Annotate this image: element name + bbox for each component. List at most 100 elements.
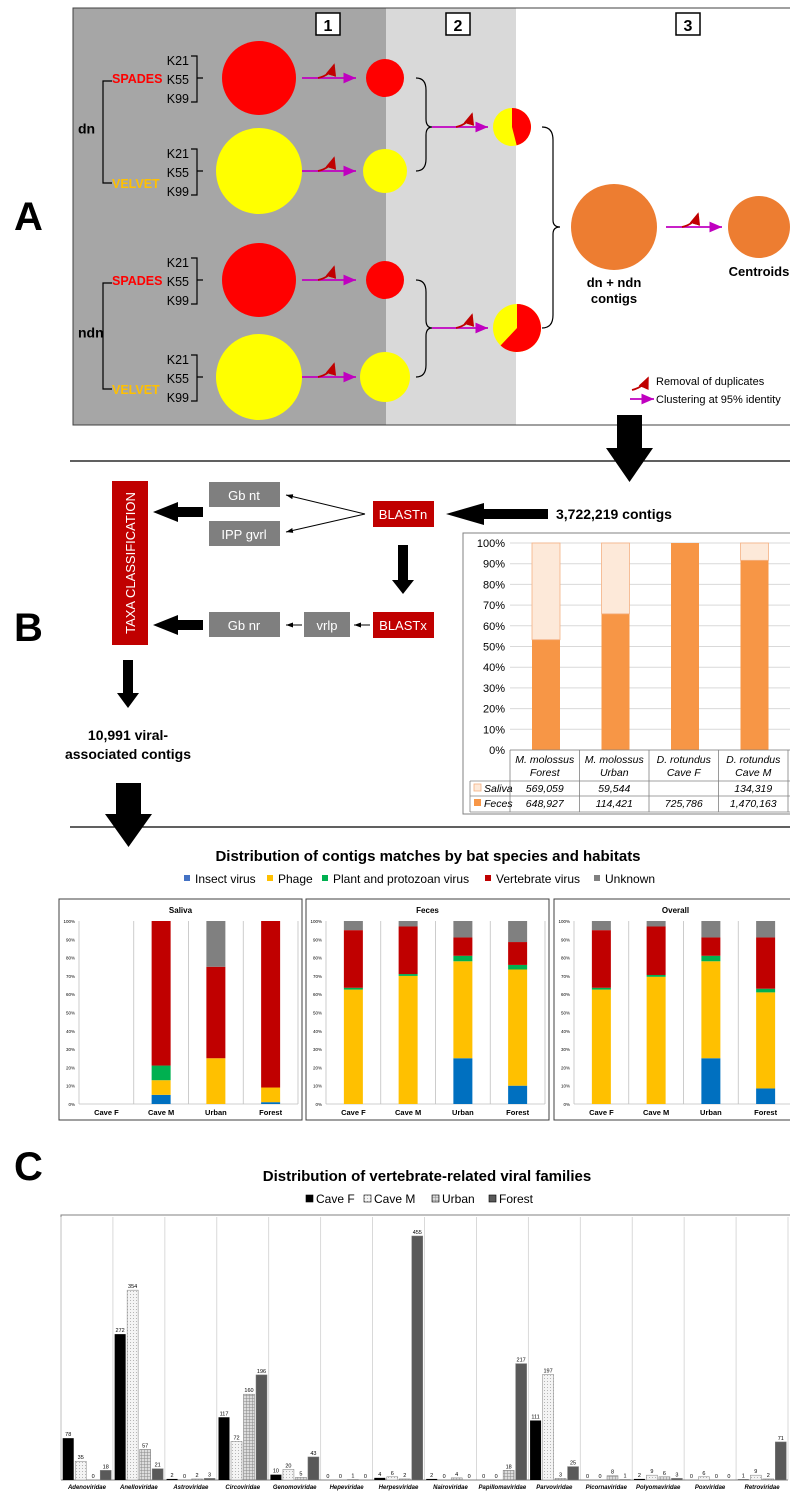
group-bracket xyxy=(102,80,112,184)
category-label: Cave M xyxy=(395,1108,421,1117)
category-label: Cave M xyxy=(148,1108,174,1117)
blastn-box xyxy=(373,501,434,527)
family-bar xyxy=(530,1420,542,1480)
bar-value-label: 0 xyxy=(468,1474,471,1480)
group-bracket xyxy=(102,282,112,390)
kmer-label: K55 xyxy=(167,275,189,289)
stack-segment xyxy=(701,921,721,938)
bar-value-label: 57 xyxy=(142,1443,148,1449)
category-label: Forest xyxy=(530,767,561,779)
bar-value-label: 3 xyxy=(559,1472,562,1478)
stack-segment xyxy=(261,921,281,1088)
bar-feces xyxy=(532,639,560,750)
stack-segment xyxy=(756,1088,776,1104)
family-bar xyxy=(255,1374,268,1481)
category-label: D. rotundus xyxy=(726,754,781,766)
data-label: 114,421 xyxy=(596,798,633,810)
category-label: Urban xyxy=(600,767,629,779)
bar-value-label: 0 xyxy=(482,1474,485,1480)
y-tick-label: 10% xyxy=(483,724,505,736)
family-label: Circoviridae xyxy=(225,1485,260,1491)
legend-swatch xyxy=(184,875,190,881)
family-label: Poxviridae xyxy=(695,1485,726,1491)
bar-value-label: 2 xyxy=(196,1473,199,1479)
kmer-label: K21 xyxy=(167,256,189,270)
kmer-label: K21 xyxy=(167,147,189,161)
y-tick-label: 60% xyxy=(313,992,322,997)
kmer-label: K55 xyxy=(167,166,189,180)
family-bar xyxy=(191,1478,203,1481)
bar-value-label: 117 xyxy=(220,1411,229,1417)
kmer-label: K99 xyxy=(167,185,189,199)
family-bar xyxy=(426,1478,438,1480)
family-bar xyxy=(671,1478,683,1481)
family-bar xyxy=(114,1334,126,1480)
taxa-classification-box xyxy=(112,481,148,645)
bar-value-label: 9 xyxy=(754,1469,757,1475)
bar-value-label: 2 xyxy=(638,1473,641,1479)
stack-segment xyxy=(701,937,721,956)
removal-arrow-icon xyxy=(455,112,475,128)
panel-b: TAXA CLASSIFICATION Gb nt IPP gvrl BLAST… xyxy=(65,481,790,847)
y-tick-label: 80% xyxy=(561,956,570,961)
family-label: Picornaviridae xyxy=(586,1485,628,1491)
assembly-circle xyxy=(216,334,302,420)
stack-segment xyxy=(151,1080,171,1095)
data-label: 648,927 xyxy=(526,798,565,810)
contigs-sample-chart: 0% 10% 20% 30% 40% 50% 60% 70% 80% 90% 100% M. molo… xyxy=(469,538,790,813)
legend-label: Vertebrate virus xyxy=(496,872,580,886)
family-bar xyxy=(542,1374,554,1481)
stack-segment xyxy=(591,989,611,1104)
legend-label: Insect virus xyxy=(195,872,256,886)
bar-value-label: 0 xyxy=(364,1474,367,1480)
removal-arrow-icon xyxy=(317,63,337,79)
y-tick-label: 0% xyxy=(68,1102,75,1107)
stack-segment xyxy=(453,961,473,1059)
family-bar xyxy=(386,1476,399,1481)
removal-arrow-icon xyxy=(317,265,337,281)
y-tick-label: 30% xyxy=(313,1047,322,1052)
bar-value-label: 455 xyxy=(413,1230,422,1236)
step-1-box xyxy=(315,12,341,36)
stack-segment xyxy=(701,961,721,1059)
bar-value-label: 8 xyxy=(611,1470,614,1476)
stack-segment xyxy=(591,987,611,990)
y-tick-label: 0% xyxy=(489,745,505,757)
bar-value-label: 0 xyxy=(183,1474,186,1480)
bar-value-label: 78 xyxy=(65,1432,71,1438)
bar-value-label: 272 xyxy=(116,1328,125,1334)
y-tick-label: 90% xyxy=(561,937,570,942)
gb-nr-label: Gb nr xyxy=(228,618,261,633)
category-label: Cave F xyxy=(589,1108,614,1117)
kmer-bracket xyxy=(191,257,203,305)
y-tick-label: 80% xyxy=(66,956,75,961)
bar-value-label: 18 xyxy=(506,1464,512,1470)
y-tick-label: 70% xyxy=(313,974,322,979)
family-label: Retroviridae xyxy=(745,1485,781,1491)
legend-label: Cave F xyxy=(316,1192,355,1206)
left-arrow-icon xyxy=(153,615,203,635)
stack-segment xyxy=(206,1058,226,1104)
data-label: 134,319 xyxy=(734,783,772,795)
step-1-label: 1 xyxy=(324,18,333,35)
y-tick-label: 70% xyxy=(66,974,75,979)
y-tick-label: 30% xyxy=(66,1047,75,1052)
step-3-box xyxy=(675,12,701,36)
y-tick-label: 70% xyxy=(561,974,570,979)
centroids-circle xyxy=(728,196,790,258)
stack-segment xyxy=(151,1065,171,1081)
family-bar xyxy=(99,1470,112,1481)
legend-swatch xyxy=(305,1194,314,1203)
family-label: Adenoviridae xyxy=(67,1485,107,1491)
bar-value-label: 25 xyxy=(570,1461,576,1467)
family-bar xyxy=(62,1438,74,1480)
bar-value-label: 0 xyxy=(727,1474,730,1480)
category-label: Urban xyxy=(205,1108,227,1117)
kmer-bracket xyxy=(191,354,203,402)
bar-value-label: 2 xyxy=(767,1473,770,1479)
family-bar xyxy=(698,1476,710,1481)
down-arrow-icon xyxy=(105,783,152,847)
bar-feces xyxy=(671,543,699,750)
row-label-saliva: Saliva xyxy=(484,783,513,795)
y-tick-label: 0% xyxy=(315,1102,322,1107)
